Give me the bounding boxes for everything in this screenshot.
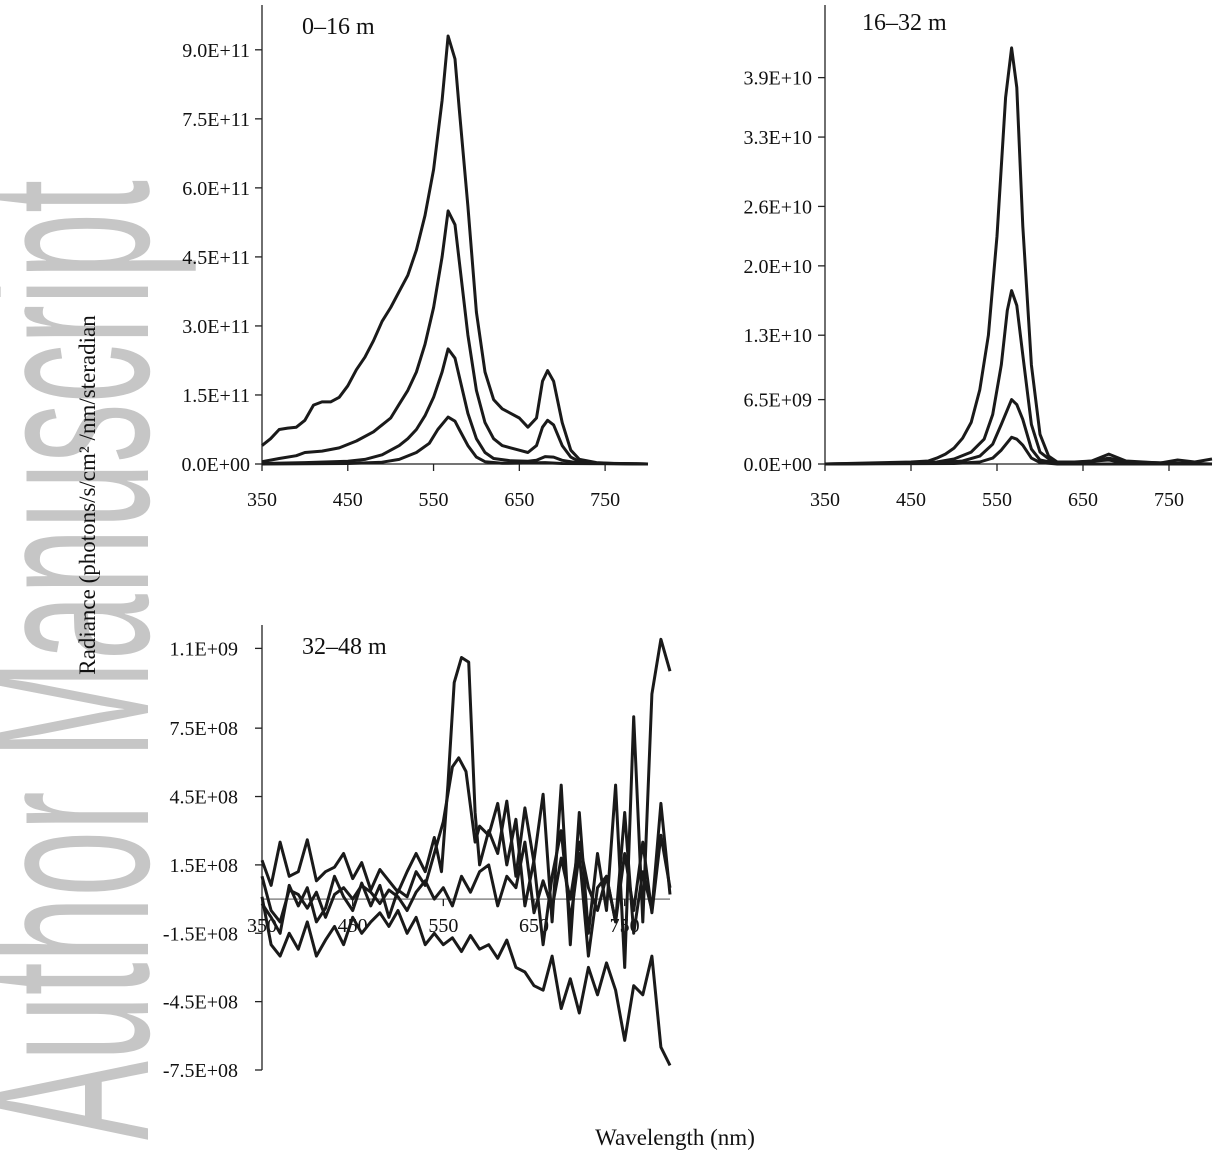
panel-label: 16–32 m <box>862 10 947 36</box>
x-tick-label: 750 <box>1154 489 1184 511</box>
x-tick-label: 550 <box>982 489 1012 511</box>
series-line-3 <box>260 833 672 924</box>
y-tick-label: 0.0E+00 <box>182 454 251 476</box>
y-tick-label: -1.5E+08 <box>163 923 238 945</box>
series-line-4 <box>261 415 649 466</box>
y-tick-label: 6.0E+11 <box>182 178 250 200</box>
y-tick-label: 4.5E+11 <box>182 247 250 269</box>
series-line-4 <box>824 435 1212 466</box>
y-tick-label: 7.5E+11 <box>182 109 250 131</box>
y-tick-label: 1.5E+11 <box>182 385 250 407</box>
y-tick-label: 1.3E+10 <box>744 325 813 347</box>
series-line-2 <box>261 209 649 466</box>
x-tick-label: 550 <box>419 489 449 511</box>
y-tick-label: 3.0E+11 <box>182 316 250 338</box>
series-line-1 <box>261 34 649 466</box>
series-line-2 <box>260 637 672 969</box>
y-tick-label: 7.5E+08 <box>170 718 239 740</box>
y-tick-label: 9.0E+11 <box>182 40 250 62</box>
x-tick-label: 750 <box>590 489 620 511</box>
watermark-text: Author Manuscript <box>0 180 197 1140</box>
x-tick-label: 650 <box>1068 489 1098 511</box>
panel-label: 32–48 m <box>302 634 387 660</box>
y-tick-label: 2.0E+10 <box>744 256 813 278</box>
series-line-3 <box>261 347 649 466</box>
y-tick-label: 3.3E+10 <box>744 127 813 149</box>
series-line-3 <box>824 398 1213 466</box>
series-line-1 <box>260 656 672 958</box>
panel-16-32: 0.0E+00 6.5E+09 1.3E+10 2.0E+10 2.6E+10 3.3E+… <box>744 5 1213 511</box>
series-line-4 <box>260 896 672 1067</box>
y-tick-label: -4.5E+08 <box>163 992 238 1014</box>
x-tick-label: 450 <box>896 489 926 511</box>
panel-0-16: 0.0E+00 1.5E+11 3.0E+11 4.5E+11 6.0E+11 7.5E+… <box>182 5 649 511</box>
y-tick-label: 1.5E+08 <box>170 855 239 877</box>
y-axis-title: Radiance (photons/s/cm² /nm/steradian <box>75 315 100 675</box>
y-tick-label: 0.0E+00 <box>744 454 813 476</box>
y-tick-label: -7.5E+08 <box>163 1060 238 1082</box>
y-tick-label: 3.9E+10 <box>744 68 813 90</box>
y-tick-label: 6.5E+09 <box>744 390 813 412</box>
x-tick-label: 350 <box>247 489 277 511</box>
panel-label: 0–16 m <box>302 14 375 40</box>
panel-32-48: -7.5E+08 -4.5E+08 -1.5E+08 1.5E+08 4.5E+08 7.… <box>163 625 672 1082</box>
series-line-2 <box>824 289 1213 466</box>
y-tick-label: 1.1E+09 <box>170 638 239 660</box>
x-tick-label: 350 <box>810 489 840 511</box>
x-tick-label: 550 <box>428 915 458 937</box>
y-tick-label: 4.5E+08 <box>170 787 239 809</box>
x-tick-label: 450 <box>333 489 363 511</box>
x-axis-title: Wavelength (nm) <box>595 1125 755 1150</box>
series-line-1 <box>824 46 1213 466</box>
y-tick-label: 2.6E+10 <box>744 196 813 218</box>
x-tick-label: 650 <box>504 489 534 511</box>
